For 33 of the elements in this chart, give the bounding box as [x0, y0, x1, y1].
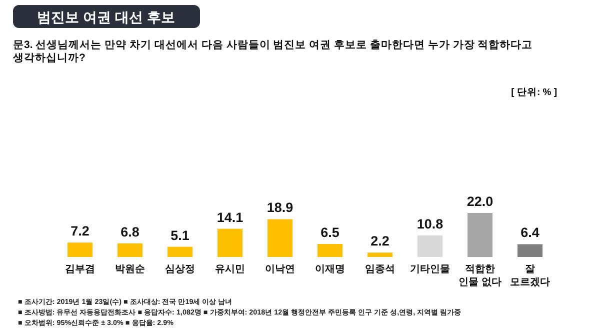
x-tick-label: 박원순: [115, 264, 145, 275]
data-label: 6.4: [520, 225, 540, 240]
bar: [118, 243, 142, 257]
bar: [68, 242, 92, 257]
data-label: 14.1: [216, 210, 244, 225]
data-label: 22.0: [466, 194, 494, 209]
bar: [518, 244, 542, 257]
bar: [168, 246, 192, 257]
data-label: 7.2: [70, 224, 90, 239]
data-label: 6.5: [320, 225, 340, 240]
chart-title: 범진보 여권 대선 후보: [37, 9, 175, 25]
x-tick-label: 이재명: [315, 264, 345, 275]
data-label: 5.1: [170, 228, 190, 243]
x-tick-label: 김부겸: [65, 264, 95, 275]
x-tick-label: 유시민: [215, 264, 245, 275]
x-tick-label: 기타인물: [410, 264, 450, 275]
x-tick-label: 이낙연: [265, 264, 295, 275]
x-tick-label: 적합한 인물 없다: [458, 264, 502, 288]
data-label: 18.9: [266, 200, 294, 216]
bar: [218, 228, 242, 257]
chart-subtitle: 문3. 선생님께서는 만약 차기 대선에서 다음 사람들이 범진보 여권 후보로 출마한다면 누가 가장 적합하다고 생각하십니까?: [12, 39, 533, 64]
x-tick-label: 잘 모르겠다: [510, 264, 550, 288]
text: [ 단위: % ]: [511, 87, 557, 98]
data-label: 10.8: [416, 216, 444, 232]
data-label: 6.8: [120, 224, 140, 240]
bar: [318, 244, 342, 257]
bar: [368, 252, 392, 257]
bar: [468, 213, 492, 257]
bar: [418, 235, 442, 257]
x-tick-label: 심상정: [165, 264, 195, 275]
bar: [268, 219, 292, 257]
data-label: 2.2: [370, 234, 390, 249]
x-tick-label: 임종석: [365, 264, 395, 275]
